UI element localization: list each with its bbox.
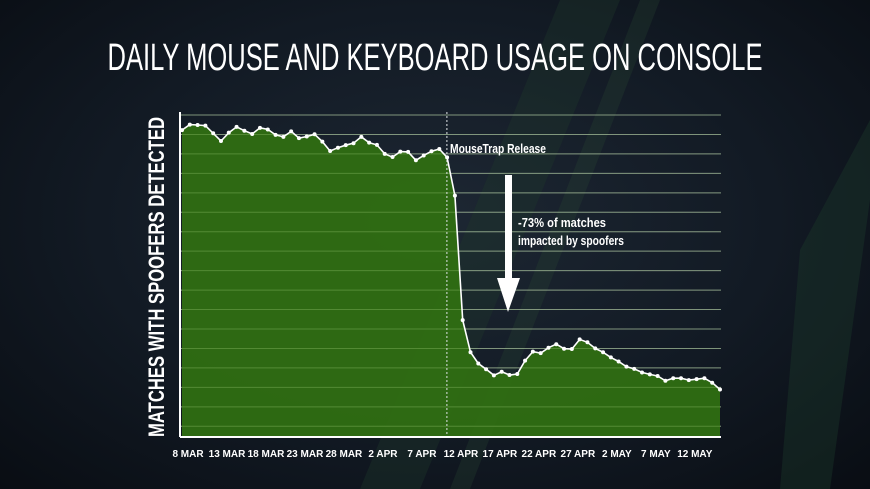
x-tick-label: 2 APR <box>368 449 398 460</box>
data-point <box>499 369 504 374</box>
data-point <box>218 139 223 144</box>
data-point <box>554 342 559 347</box>
data-point <box>686 378 691 383</box>
data-point <box>304 134 309 139</box>
data-point <box>351 141 356 146</box>
data-point <box>593 346 598 351</box>
data-point <box>265 127 270 132</box>
data-point <box>702 376 707 381</box>
data-points <box>180 122 722 392</box>
data-point <box>601 350 606 355</box>
x-tick-label: 12 MAY <box>677 449 713 460</box>
data-point <box>359 134 364 139</box>
data-point <box>671 376 676 381</box>
data-point <box>468 350 473 355</box>
x-tick-labels: 8 MAR 13 MAR 18 MAR 23 MAR 28 MAR 2 APR 7 APR 1… <box>172 449 712 460</box>
data-point <box>546 345 551 350</box>
data-point <box>187 122 192 127</box>
data-point <box>413 158 418 163</box>
data-point <box>647 372 652 377</box>
data-point <box>562 346 567 351</box>
data-point <box>234 124 239 129</box>
impact-annotation-line2: impacted by spoofers <box>518 233 624 248</box>
gridlines-over-area <box>180 114 721 427</box>
data-point <box>538 351 543 356</box>
data-point <box>390 155 395 160</box>
data-point <box>679 376 684 381</box>
area-fill <box>182 124 720 436</box>
data-point <box>640 370 645 375</box>
data-point <box>523 358 528 363</box>
data-point <box>429 149 434 154</box>
data-point <box>624 364 629 369</box>
data-point <box>296 136 301 141</box>
data-point <box>281 134 286 139</box>
data-point <box>250 131 255 136</box>
y-axis-label: MATCHES WITH SPOOFERS DETECTED <box>144 117 169 437</box>
data-point <box>663 378 668 383</box>
x-tick-label: 13 MAR <box>209 449 246 460</box>
x-tick-label: 27 APR <box>561 449 596 460</box>
data-point <box>289 129 294 134</box>
data-point <box>491 373 496 378</box>
data-point <box>452 193 457 198</box>
data-point <box>257 125 262 130</box>
data-point <box>421 153 426 158</box>
data-point <box>569 347 574 352</box>
data-point <box>211 131 216 136</box>
data-point <box>460 318 465 323</box>
series-line <box>181 123 721 391</box>
data-point <box>694 377 699 382</box>
x-tick-label: 22 APR <box>522 449 557 460</box>
data-point <box>242 128 247 133</box>
data-point <box>632 366 637 371</box>
data-point <box>577 337 582 342</box>
impact-annotation-line1: -73% of matches <box>518 215 606 230</box>
data-point <box>718 387 722 392</box>
data-point <box>374 142 379 147</box>
data-point <box>320 139 325 144</box>
data-point <box>406 149 411 154</box>
data-point <box>335 145 340 150</box>
data-point <box>507 373 512 378</box>
release-label: MouseTrap Release <box>450 141 546 156</box>
data-point <box>476 361 481 366</box>
data-point <box>445 155 450 160</box>
data-point <box>273 132 278 137</box>
data-point <box>484 367 489 372</box>
x-tick-label: 28 MAR <box>326 449 363 460</box>
data-point <box>226 130 231 135</box>
x-tick-label: 18 MAR <box>248 449 285 460</box>
data-point <box>203 123 208 128</box>
data-point <box>382 151 387 156</box>
down-arrow-icon <box>497 175 520 312</box>
x-tick-label: 7 APR <box>407 449 437 460</box>
data-point <box>367 140 372 145</box>
data-point <box>655 373 660 378</box>
data-point <box>195 122 200 127</box>
data-point <box>328 148 333 153</box>
x-tick-label: 23 MAR <box>287 449 324 460</box>
chart-title: DAILY MOUSE AND KEYBOARD USAGE ON CONSOL… <box>108 37 763 79</box>
data-point <box>437 147 442 152</box>
data-point <box>608 355 613 360</box>
data-point <box>312 132 317 137</box>
data-point <box>515 372 520 377</box>
x-tick-label: 7 MAY <box>641 449 671 460</box>
data-point <box>343 143 348 148</box>
data-point <box>710 380 715 385</box>
data-point <box>530 349 535 354</box>
data-point <box>585 340 590 345</box>
data-point <box>398 149 403 154</box>
x-tick-label: 12 APR <box>444 449 479 460</box>
x-tick-label: 2 MAY <box>602 449 632 460</box>
x-tick-label: 8 MAR <box>172 449 204 460</box>
data-point <box>616 359 621 364</box>
x-tick-label: 17 APR <box>483 449 518 460</box>
